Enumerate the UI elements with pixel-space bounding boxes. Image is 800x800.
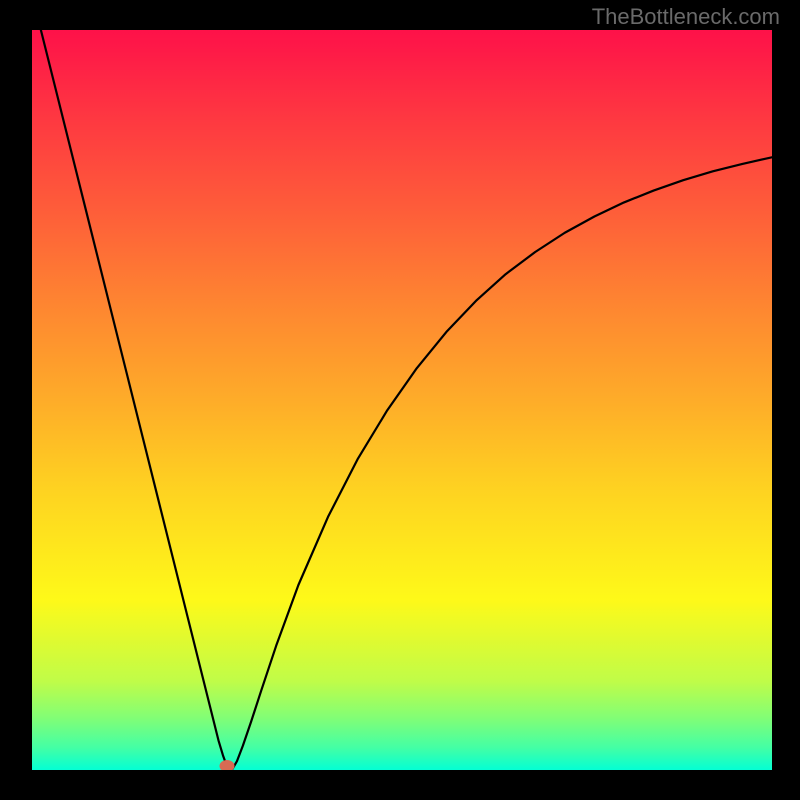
watermark-text: TheBottleneck.com xyxy=(592,4,780,30)
chart-curve-layer xyxy=(32,30,772,770)
bottleneck-curve xyxy=(41,30,772,770)
optimum-marker xyxy=(220,760,235,770)
chart-plot-area xyxy=(32,30,772,770)
